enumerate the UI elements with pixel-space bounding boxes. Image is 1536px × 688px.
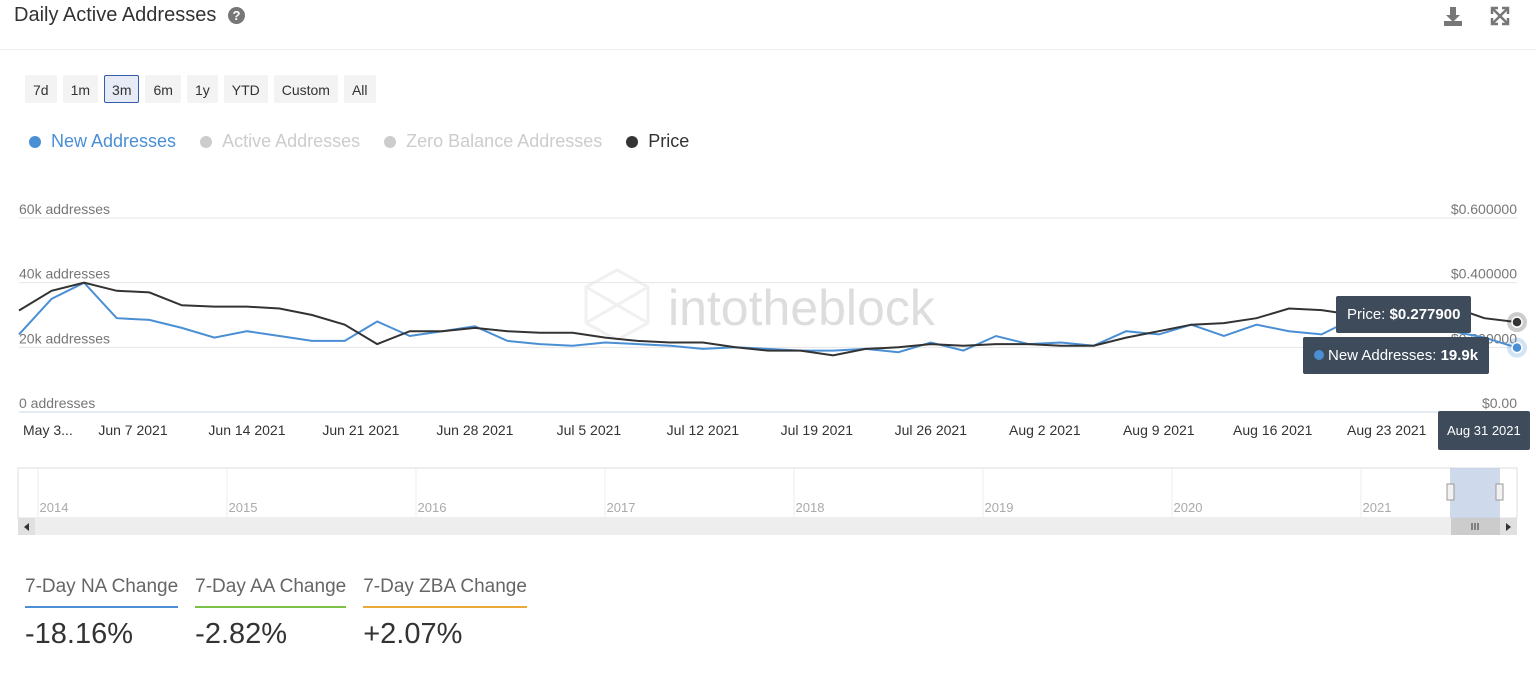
tooltip-new-addresses: New Addresses: 19.9k xyxy=(1303,337,1490,374)
navigator-year-label: 2018 xyxy=(796,500,825,515)
watermark xyxy=(584,268,650,342)
metric-label: 7-Day AA Change xyxy=(195,576,347,608)
y-tick-label: 60k addresses xyxy=(19,201,110,217)
metrics: 7-Day NA Change -18.16% 7-Day AA Change -2.… xyxy=(25,576,527,651)
metric: 7-Day NA Change -18.16% xyxy=(25,576,179,651)
legend-item[interactable]: New Addresses xyxy=(29,131,176,152)
hover-point xyxy=(1511,316,1523,328)
legend: New Addresses Active Addresses Zero Bala… xyxy=(29,131,689,152)
legend-item[interactable]: Price xyxy=(626,131,689,152)
legend-label: Price xyxy=(648,131,690,151)
metric-value: -18.16% xyxy=(25,618,134,650)
x-tick-label: Jun 21 2021 xyxy=(322,422,399,438)
hover-point xyxy=(1511,341,1523,354)
chart: intotheblock 2014 2015 2016 2017 2018 2019 202… xyxy=(17,201,1527,535)
tooltip-dot xyxy=(1314,350,1324,360)
x-tick-label: Aug 16 2021 xyxy=(1233,422,1313,438)
legend-dot xyxy=(626,135,639,148)
navigator-year-label: 2019 xyxy=(985,500,1014,515)
legend-label: Active Addresses xyxy=(222,131,361,151)
metric-label: 7-Day NA Change xyxy=(25,576,179,608)
tooltip-price: Price: $0.277900 xyxy=(1336,296,1472,333)
navigator-year-label: 2021 xyxy=(1363,500,1392,515)
divider xyxy=(0,49,1536,50)
scrollbar[interactable] xyxy=(18,518,1517,535)
x-tick-label: Jun 14 2021 xyxy=(208,422,285,438)
legend-dot xyxy=(384,135,397,148)
metric-label: 7-Day ZBA Change xyxy=(363,576,527,608)
legend-dot xyxy=(200,135,213,148)
legend-item[interactable]: Zero Balance Addresses xyxy=(384,131,602,152)
range-button[interactable]: 1y xyxy=(186,75,218,103)
x-tick-label: Jun 28 2021 xyxy=(436,422,513,438)
range-button[interactable]: 3m xyxy=(104,75,140,103)
header-icons xyxy=(1444,6,1510,26)
y2-tick-label: $0.400000 xyxy=(1451,266,1517,282)
y2-tick-label: $0.00 xyxy=(1482,395,1517,411)
tooltip-label: Price: xyxy=(1347,306,1386,323)
range-button[interactable]: 7d xyxy=(25,75,57,103)
metric-value: +2.07% xyxy=(363,618,463,650)
metric: 7-Day ZBA Change +2.07% xyxy=(363,576,527,651)
watermark-text: intotheblock xyxy=(668,280,936,336)
y-tick-label: 20k addresses xyxy=(19,330,110,346)
navigator-year-label: 2015 xyxy=(229,500,258,515)
x-tick-label: Aug 9 2021 xyxy=(1123,422,1195,438)
navigator-handle[interactable] xyxy=(1446,483,1455,501)
series-line xyxy=(18,281,1518,357)
y-tick-label: 0 addresses xyxy=(19,395,95,411)
range-button[interactable]: All xyxy=(343,75,376,103)
help-icon[interactable]: ? xyxy=(228,7,245,24)
navigator-year-label: 2016 xyxy=(418,500,447,515)
x-tick-label: Jul 12 2021 xyxy=(667,422,740,438)
legend-label: Zero Balance Addresses xyxy=(406,131,603,151)
y-tick-label: 40k addresses xyxy=(19,266,110,282)
download-icon[interactable] xyxy=(1444,7,1462,26)
chart-title: Daily Active Addresses xyxy=(14,4,217,26)
x-tick-label: Jun 7 2021 xyxy=(98,422,167,438)
navigator-handle[interactable] xyxy=(1495,483,1504,501)
range-button[interactable]: Custom xyxy=(273,75,338,103)
crosshair-date: Aug 31 2021 xyxy=(1438,411,1530,450)
legend-label: New Addresses xyxy=(51,131,177,151)
scroll-right-arrow xyxy=(1506,523,1511,531)
tooltip-value: 19.9k xyxy=(1440,347,1479,364)
x-tick-label: Jul 19 2021 xyxy=(781,422,854,438)
fullscreen-icon[interactable] xyxy=(1490,6,1510,26)
navigator: 2014 2015 2016 2017 2018 2019 2020 2021 xyxy=(17,467,1518,535)
legend-dot xyxy=(29,135,41,148)
range-button[interactable]: YTD xyxy=(223,75,268,103)
range-button[interactable]: 1m xyxy=(62,75,99,103)
range-button[interactable]: 6m xyxy=(145,75,181,103)
x-tick-label: Aug 23 2021 xyxy=(1347,422,1427,438)
scroll-left-arrow xyxy=(24,523,29,531)
navigator-year-label: 2017 xyxy=(607,500,636,515)
metric: 7-Day AA Change -2.82% xyxy=(195,576,347,651)
x-tick-label: Jul 26 2021 xyxy=(895,422,968,438)
range-buttons: 7d 1m 3m 6m 1y YTD Custom All xyxy=(25,75,376,103)
y2-tick-label: $0.600000 xyxy=(1451,201,1517,217)
series-line xyxy=(18,281,1518,354)
x-tick-label: Aug 2 2021 xyxy=(1009,422,1081,438)
x-tick-label: Jul 5 2021 xyxy=(557,422,622,438)
metric-value: -2.82% xyxy=(195,618,288,650)
navigator-frame xyxy=(17,467,1518,519)
x-tick-label: May 3... xyxy=(23,422,73,438)
navigator-year-label: 2020 xyxy=(1174,500,1203,515)
tooltip-label: New Addresses: xyxy=(1328,347,1437,364)
tooltip-value: $0.277900 xyxy=(1389,306,1461,323)
navigator-year-label: 2014 xyxy=(40,500,69,515)
scrollbar-grip xyxy=(1471,523,1479,530)
legend-item[interactable]: Active Addresses xyxy=(200,131,360,152)
navigator-selection[interactable] xyxy=(1450,468,1500,518)
